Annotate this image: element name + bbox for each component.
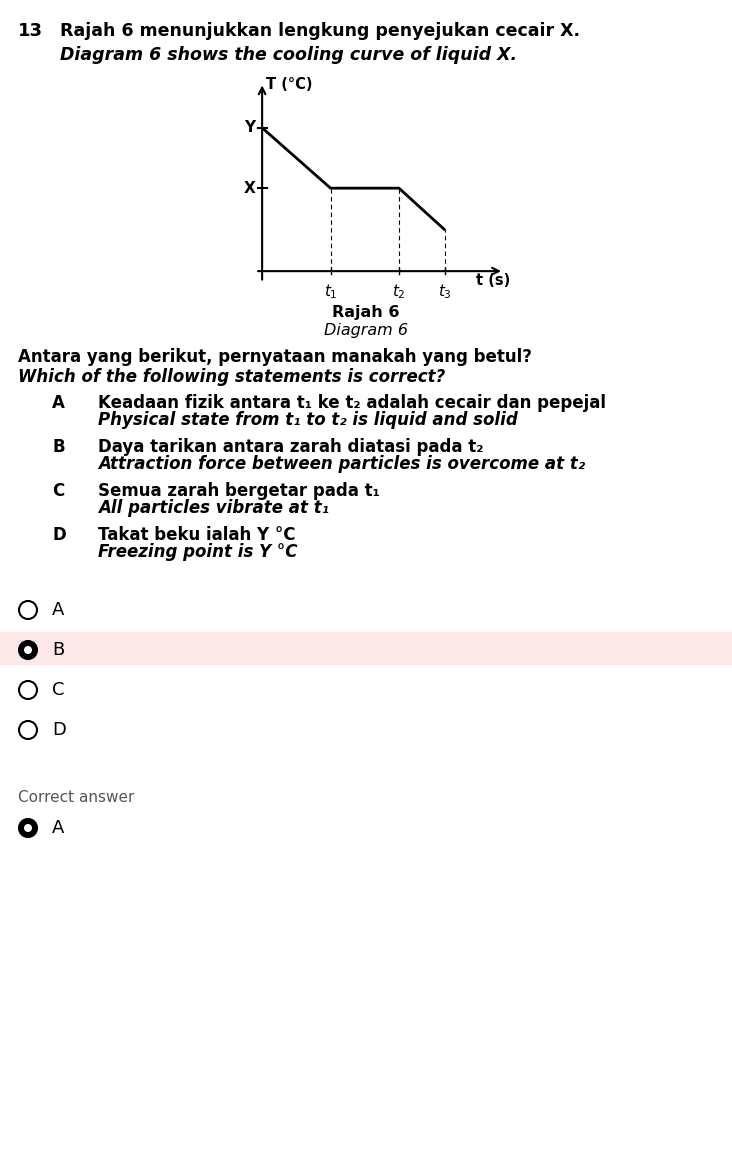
Text: Which of the following statements is correct?: Which of the following statements is cor… — [18, 368, 445, 386]
Circle shape — [19, 641, 37, 659]
Text: 13: 13 — [18, 22, 43, 40]
Text: B: B — [52, 438, 64, 456]
Text: t (s): t (s) — [477, 273, 511, 288]
Text: Rajah 6: Rajah 6 — [332, 305, 400, 320]
Circle shape — [19, 601, 37, 619]
Text: B: B — [52, 641, 64, 659]
Text: Keadaan fizik antara t₁ ke t₂ adalah cecair dan pepejal: Keadaan fizik antara t₁ ke t₂ adalah cec… — [98, 394, 606, 412]
Text: $t_1$: $t_1$ — [324, 283, 337, 301]
Text: Semua zarah bergetar pada t₁: Semua zarah bergetar pada t₁ — [98, 481, 380, 500]
Text: All particles vibrate at t₁: All particles vibrate at t₁ — [98, 499, 329, 518]
Text: A: A — [52, 394, 65, 412]
Text: D: D — [52, 721, 66, 739]
Text: A: A — [52, 601, 64, 619]
Text: Correct answer: Correct answer — [18, 790, 135, 805]
Circle shape — [19, 682, 37, 699]
Text: $t_2$: $t_2$ — [392, 283, 406, 301]
Text: Rajah 6 menunjukkan lengkung penyejukan cecair X.: Rajah 6 menunjukkan lengkung penyejukan … — [60, 22, 580, 40]
Circle shape — [19, 721, 37, 739]
Text: Daya tarikan antara zarah diatasi pada t₂: Daya tarikan antara zarah diatasi pada t… — [98, 438, 484, 456]
Circle shape — [24, 825, 32, 832]
Circle shape — [24, 645, 32, 654]
Circle shape — [19, 819, 37, 837]
Text: C: C — [52, 682, 64, 699]
Text: C: C — [52, 481, 64, 500]
Text: Takat beku ialah Y °C: Takat beku ialah Y °C — [98, 526, 296, 544]
Text: D: D — [52, 526, 66, 544]
Text: A: A — [52, 819, 64, 837]
Text: Physical state from t₁ to t₂ is liquid and solid: Physical state from t₁ to t₂ is liquid a… — [98, 411, 518, 429]
Text: Attraction force between particles is overcome at t₂: Attraction force between particles is ov… — [98, 455, 585, 473]
Text: Diagram 6 shows the cooling curve of liquid X.: Diagram 6 shows the cooling curve of liq… — [60, 47, 517, 64]
Text: Antara yang berikut, pernyataan manakah yang betul?: Antara yang berikut, pernyataan manakah … — [18, 348, 532, 366]
Bar — [0, 632, 732, 665]
Text: Freezing point is Y °C: Freezing point is Y °C — [98, 543, 297, 561]
Text: T (°C): T (°C) — [266, 77, 313, 92]
Text: Y: Y — [244, 120, 255, 135]
Text: $t_3$: $t_3$ — [438, 283, 452, 301]
Text: Diagram 6: Diagram 6 — [324, 323, 408, 338]
Text: X: X — [244, 180, 255, 195]
